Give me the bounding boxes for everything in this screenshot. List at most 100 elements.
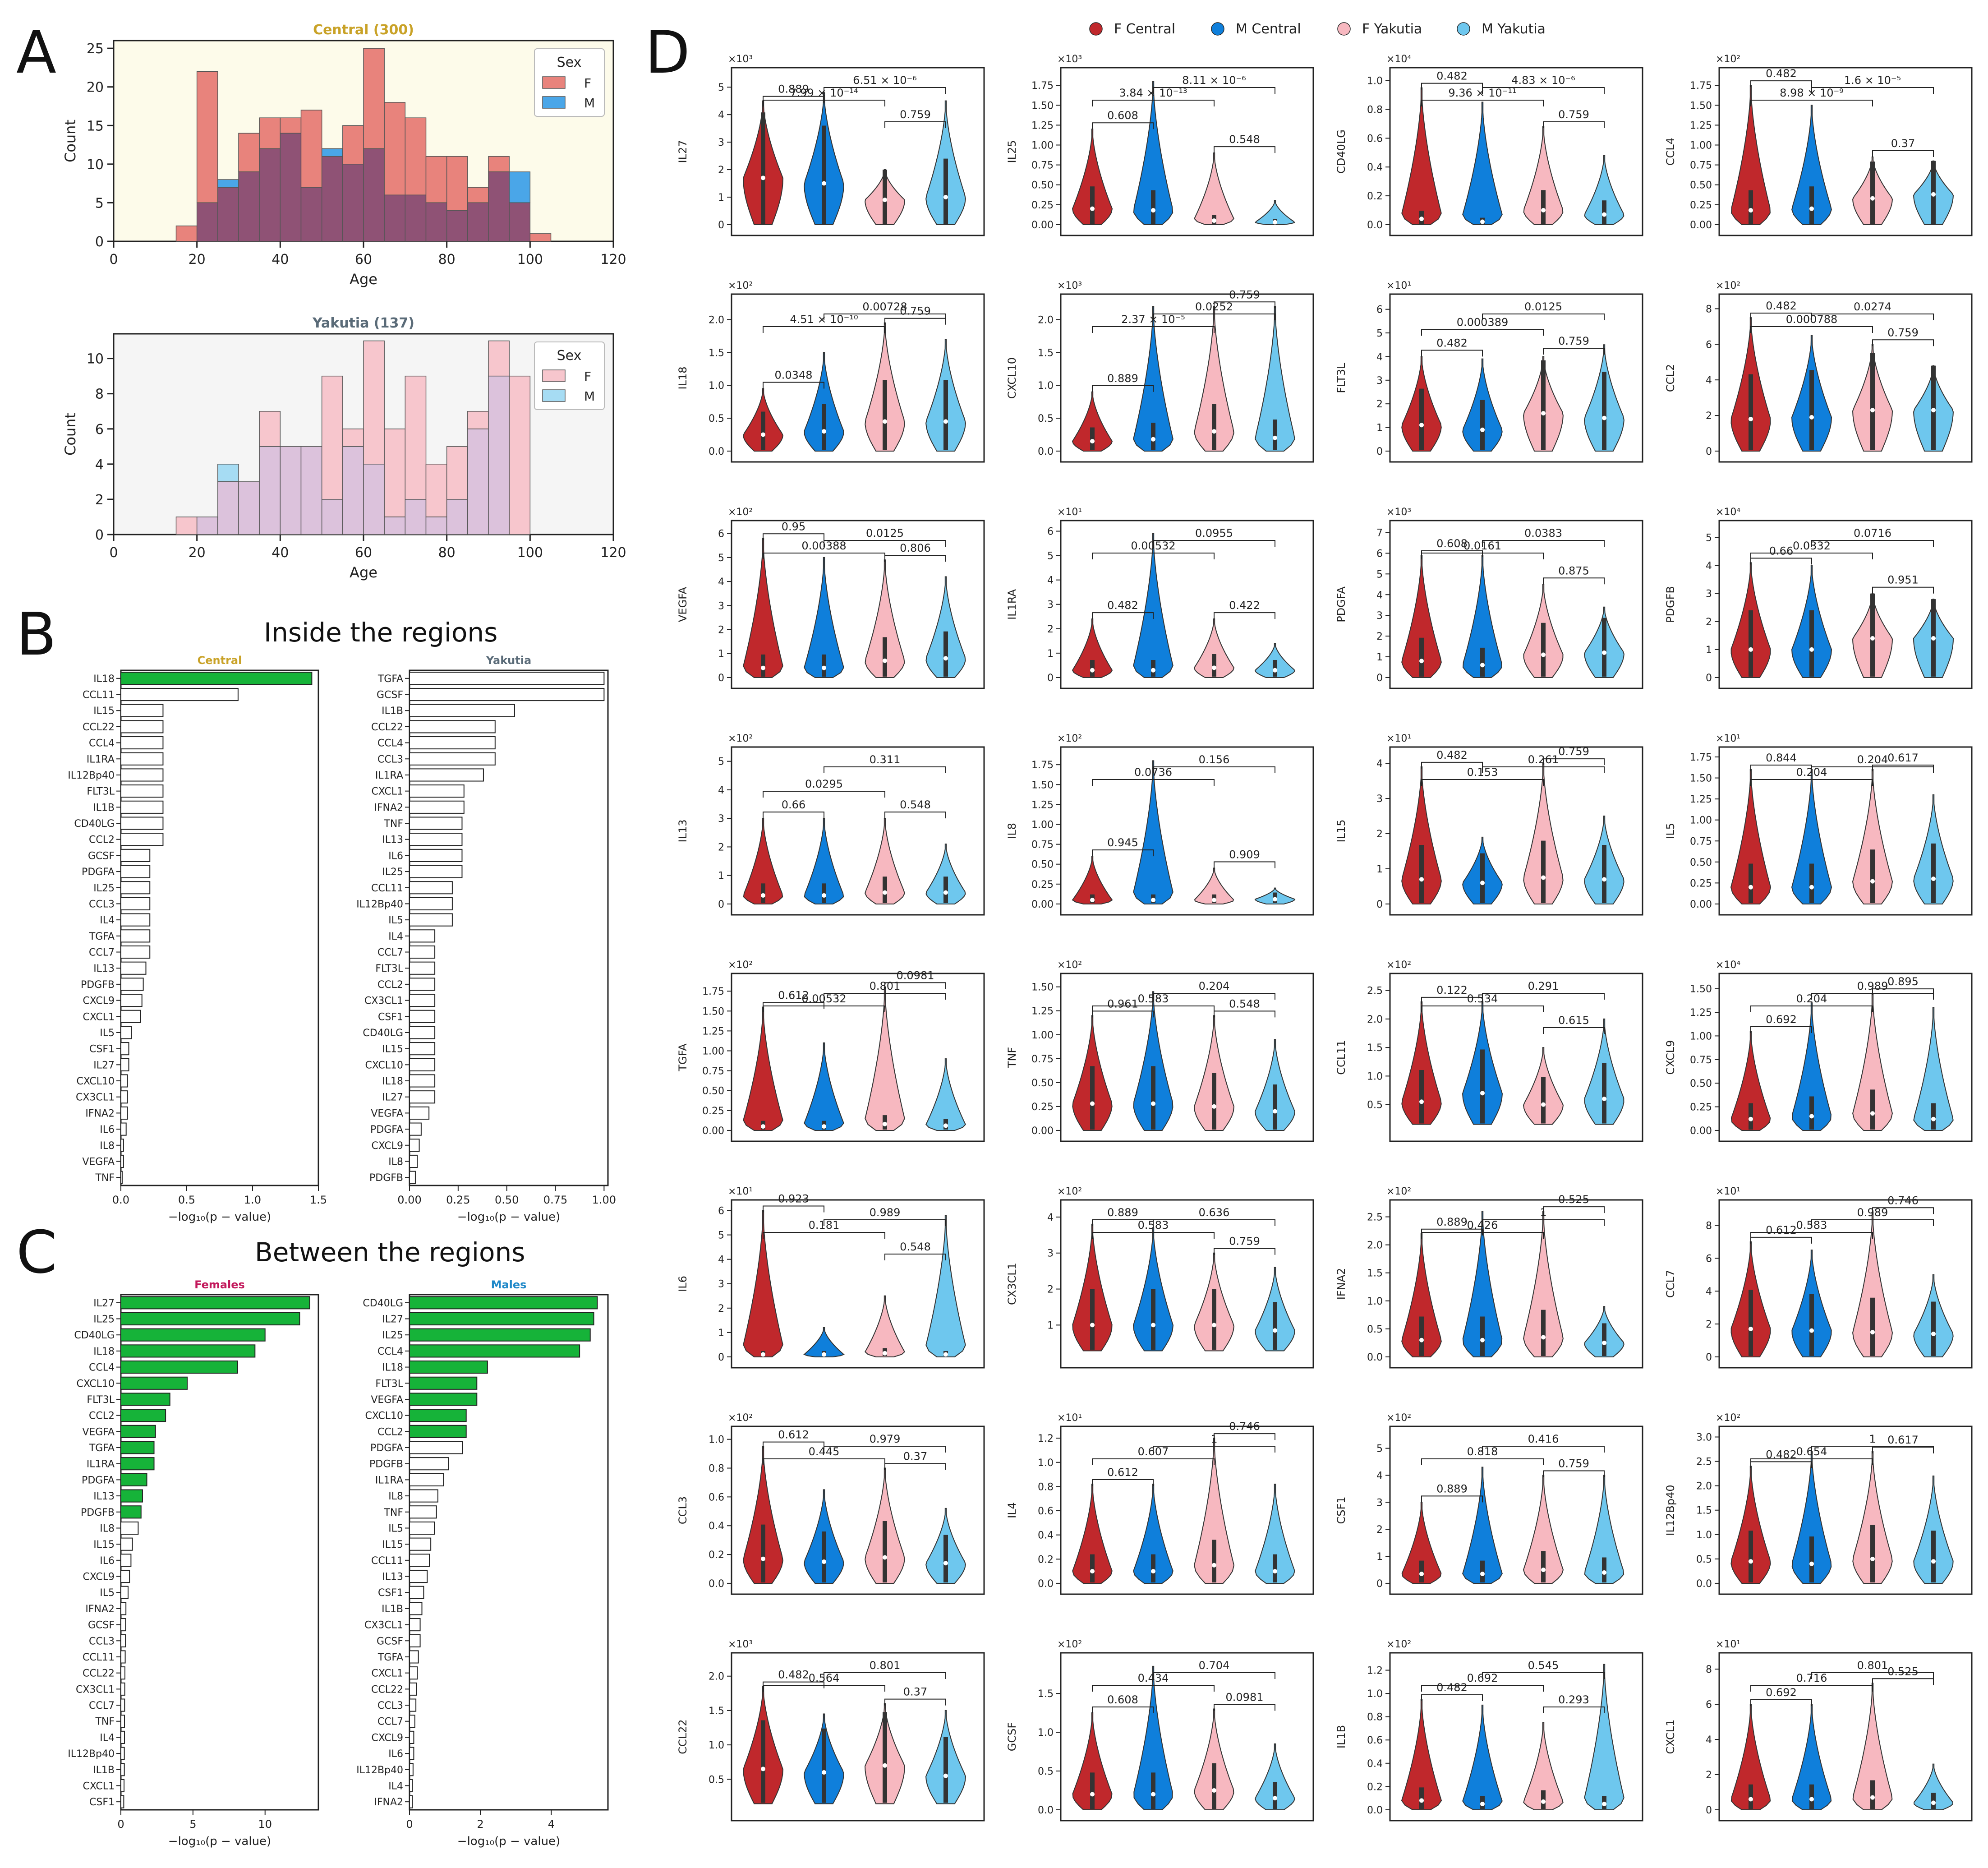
significance-bracket	[1482, 87, 1605, 94]
y-tick-label: 1	[718, 192, 724, 203]
y-tick-label: 0.25	[1690, 878, 1712, 889]
violin-median	[1602, 212, 1606, 217]
violin-median	[883, 658, 887, 663]
y-tick-label: 0	[1376, 673, 1383, 684]
y-tick-label: 0.0	[1367, 220, 1383, 231]
y-axis-label: TNF	[1006, 1047, 1018, 1068]
category-label: CXCL9	[83, 996, 115, 1007]
p-value-label: 0.617	[1887, 1434, 1919, 1446]
y-tick-label: 1.00	[1031, 820, 1054, 831]
y-tick-label: 0	[1376, 446, 1383, 457]
p-value-label: 0.37	[1891, 137, 1915, 150]
violin-median	[822, 181, 826, 186]
violin-legend: F Central M Central F Yakutia M Yakutia	[1089, 21, 1546, 37]
y-tick-label: 0.50	[1031, 180, 1054, 191]
violin-median	[1273, 220, 1277, 225]
category-label: CSF1	[378, 1587, 403, 1599]
significance-bracket	[1811, 1672, 1934, 1679]
chart-title: Males	[491, 1278, 527, 1291]
y-tick-label: 2	[718, 165, 724, 176]
y-tick-label: 0.8	[1367, 105, 1383, 116]
violin-median	[943, 1123, 948, 1128]
x-tick-label: 120	[600, 252, 626, 268]
significance-bracket	[1811, 766, 1934, 773]
violin-median	[1273, 435, 1277, 440]
bar	[409, 1795, 413, 1808]
significance-bracket	[1750, 1232, 1873, 1239]
bar	[409, 752, 496, 766]
violin-median	[1480, 1802, 1485, 1807]
bar	[120, 897, 151, 911]
category-label: CD40LG	[363, 1298, 403, 1309]
significance-bracket	[1092, 385, 1154, 392]
significance-bracket	[1872, 1207, 1934, 1214]
hist-bar	[321, 375, 343, 500]
significance-bracket	[1543, 758, 1605, 766]
bar	[409, 1393, 478, 1406]
category-label: IL5	[388, 1523, 403, 1534]
hist-bar-overlap	[425, 202, 447, 242]
category-label: IL15	[382, 1539, 403, 1550]
y-axis-label: PDGFB	[1664, 586, 1677, 623]
hist-bar	[509, 375, 531, 535]
y-tick-label: 5	[718, 756, 724, 768]
violin-median	[1480, 427, 1485, 432]
violin-median	[1212, 1323, 1216, 1328]
violin-median	[1931, 876, 1936, 881]
p-value-label: 4.83 × 10⁻⁶	[1511, 74, 1575, 87]
bar	[120, 1457, 155, 1471]
category-label: CSF1	[378, 1011, 403, 1023]
legend-label-m: M	[584, 389, 595, 404]
violin-plot-ccl4: 0.00 0.25 0.50 0.75 1.00 1.25 1.50 1.75 ×10² CCL4…	[1664, 54, 1973, 236]
significance-bracket	[1543, 577, 1605, 585]
bar	[409, 1010, 436, 1023]
p-value-label: 0.979	[870, 1433, 901, 1445]
y-axis-label: CSF1	[1335, 1496, 1348, 1524]
category-label: IL1RA	[87, 754, 115, 765]
significance-bracket	[763, 100, 885, 106]
y-tick-label: 1.25	[702, 1026, 724, 1037]
y-tick-label: 1.5	[1367, 1042, 1383, 1054]
bar	[120, 1058, 129, 1071]
category-label: IL6	[100, 1555, 115, 1567]
significance-bracket	[1092, 849, 1154, 857]
category-label: VEGFA	[371, 1394, 403, 1406]
y-tick-label: 4	[1376, 351, 1383, 363]
hist-bar-overlap	[384, 194, 406, 242]
p-value-label: 0.801	[870, 980, 901, 992]
significance-bracket	[763, 1232, 885, 1239]
category-label: IL8	[100, 1523, 115, 1534]
y-tick-label: 1.00	[1690, 815, 1712, 826]
bar	[120, 1042, 129, 1056]
bar	[120, 1747, 125, 1760]
bar	[409, 736, 496, 750]
category-label: IFNA2	[374, 1797, 403, 1808]
p-value-label: 0.612	[1766, 1224, 1797, 1236]
hist-bar-overlap	[238, 481, 260, 535]
p-value-label: 0.608	[1107, 109, 1138, 122]
y-axis-label: IL6	[676, 1276, 689, 1292]
hist-bar	[405, 375, 427, 500]
y-tick-label: 2	[95, 492, 104, 508]
violin-median	[1419, 1571, 1424, 1576]
hist-bar-overlap	[446, 499, 468, 535]
hist-bar	[446, 446, 468, 500]
hist-bar	[488, 340, 510, 377]
bar	[409, 1537, 432, 1551]
violin-plot-cxcl9: 0.00 0.25 0.50 0.75 1.00 1.25 1.50 ×10⁴ CXCL9 0.6…	[1664, 959, 1973, 1142]
violin-median	[1809, 415, 1814, 420]
bar	[120, 1489, 143, 1503]
y-tick-label: 1	[718, 649, 724, 660]
p-value-label: 0.0274	[1854, 300, 1891, 313]
bar	[409, 1730, 414, 1744]
y-tick-label: 1.00	[1690, 1031, 1712, 1042]
violin	[1584, 155, 1624, 225]
category-label: CD40LG	[74, 818, 115, 830]
bar	[120, 1376, 188, 1390]
legend-marker	[1337, 22, 1351, 36]
x-tick-label: 0.50	[495, 1194, 519, 1206]
y-tick-label: 1.50	[702, 1006, 724, 1017]
significance-bracket	[1421, 1458, 1544, 1465]
x-axis-label: −log₁₀(p − value)	[457, 1210, 560, 1224]
